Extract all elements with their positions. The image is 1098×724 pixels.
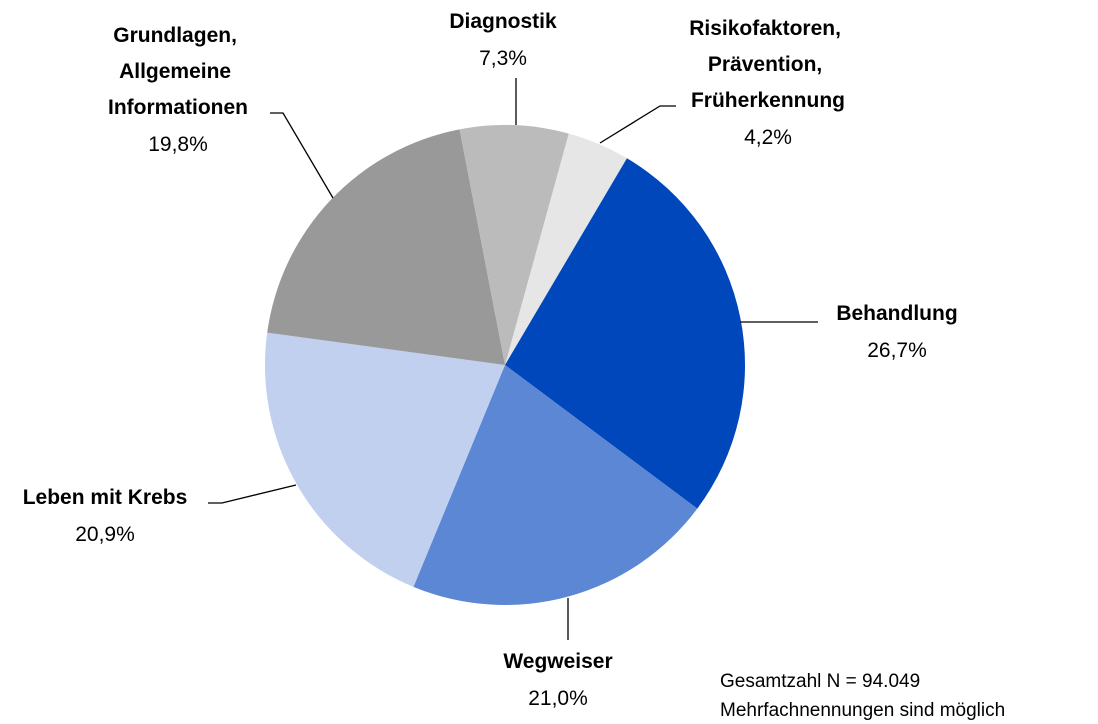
pie-slice (505, 158, 745, 509)
slice-label: Wegweiser (503, 650, 612, 673)
pie-slice (459, 124, 569, 365)
pie-slice (267, 129, 505, 365)
slice-label: Behandlung (836, 302, 957, 325)
pie-slice (413, 365, 698, 606)
leader-line (208, 484, 297, 504)
slice-label: Risikofaktoren, Prävention, Früherkennun… (689, 17, 847, 112)
pie-slice (265, 332, 505, 587)
slice-label: Diagnostik (449, 10, 557, 33)
leader-line (270, 112, 334, 199)
value-label: 7,3% (479, 47, 527, 70)
slice-label: Leben mit Krebs (23, 486, 188, 509)
value-label: 19,8% (148, 133, 208, 156)
note: Mehrfachnennungen sind möglich (720, 700, 1005, 721)
slice-label: Grundlagen, Allgemeine Informationen (108, 24, 248, 119)
value-label: 21,0% (528, 687, 588, 710)
pie-slice (505, 133, 627, 365)
value-label: 26,7% (867, 339, 927, 362)
leader-line (599, 105, 676, 144)
note: Gesamtzahl N = 94.049 (720, 671, 920, 692)
value-label: 20,9% (75, 523, 135, 546)
value-label: 4,2% (744, 126, 792, 149)
